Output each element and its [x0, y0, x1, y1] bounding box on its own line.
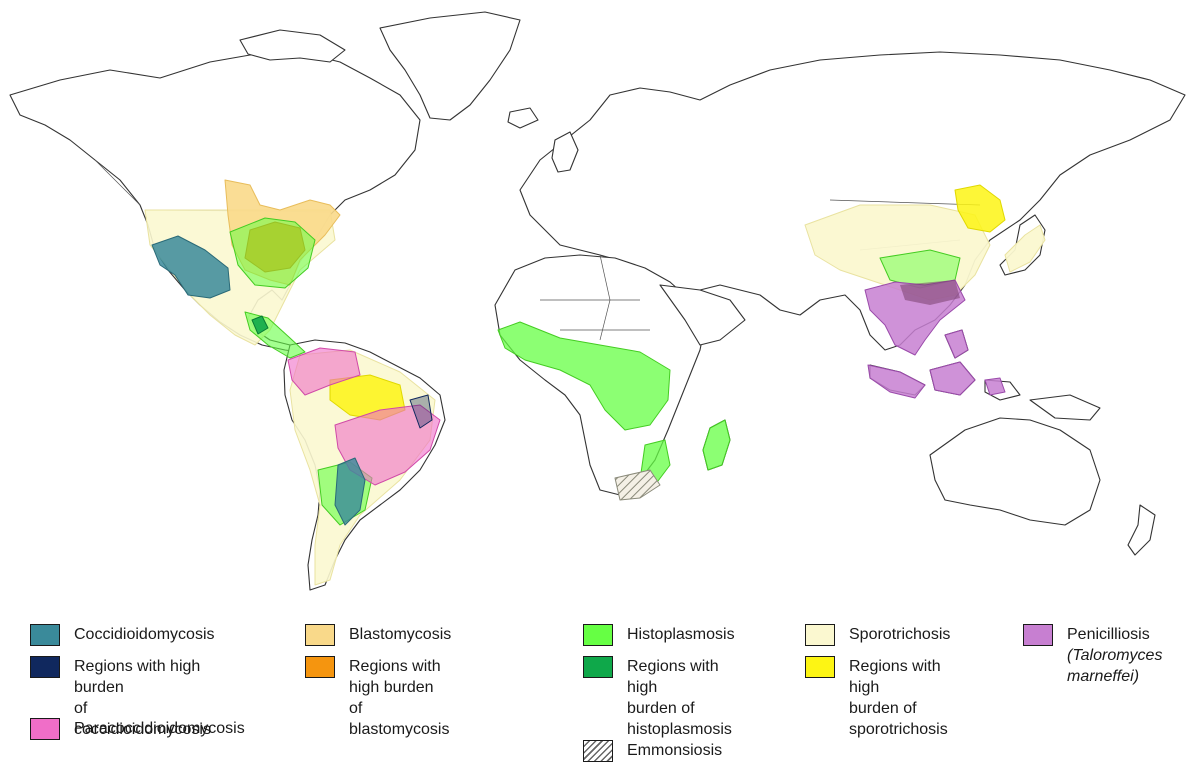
legend-item-emmonsiosis: Emmonsiosis [583, 740, 722, 762]
emmonsiosis-swatch [583, 740, 613, 762]
blastomycosis-high-swatch [305, 656, 335, 678]
arabia [659, 284, 746, 346]
coccidioidomycosis-high-swatch [30, 656, 60, 678]
legend-label: Regions with high burden of histoplasmos… [627, 658, 732, 738]
legend-label: Regions with high burden of coccidioidom… [74, 658, 211, 738]
coccidioidomycosis-north-america [151, 235, 231, 299]
legend: Coccidioidomycosis Regions with high bur… [0, 610, 1195, 769]
histoplasmosis-africa [497, 321, 671, 431]
sporotrichosis-high-northeast-china [954, 184, 1006, 233]
histoplasmosis-high-swatch [583, 656, 613, 678]
sporotrichosis-japan [1004, 224, 1046, 273]
legend-label: Histoplasmosis [627, 626, 735, 643]
legend-label: Coccidioidomycosis [74, 626, 215, 643]
emmonsiosis-south-africa [614, 469, 661, 501]
endemic-zones [144, 179, 1046, 586]
paracoccidioidomycosis-south-america [287, 347, 441, 486]
legend-item-paracoccidioidomycosis: Paracoccidioidomycosis [30, 718, 245, 740]
legend-item-sporotrichosis-high: Regions with high burden of sporotrichos… [805, 656, 948, 740]
histoplasmosis-swatch [583, 624, 613, 646]
coccidioidomycosis-swatch [30, 624, 60, 646]
legend-label: Sporotrichosis [849, 626, 951, 643]
legend-label: Regions with high burden of blastomycosi… [349, 658, 450, 738]
world-map [9, 11, 1186, 591]
iceland [507, 107, 539, 129]
new-guinea [1029, 394, 1101, 421]
blastomycosis-swatch [305, 624, 335, 646]
legend-label: Blastomycosis [349, 626, 452, 643]
legend-item-histoplasmosis-high: Regions with high burden of histoplasmos… [583, 656, 732, 740]
paracoccidioidomycosis-swatch [30, 718, 60, 740]
penicilliosis-swatch [1023, 624, 1053, 646]
legend-label: Penicilliosis (Taloromyces marneffei) [1067, 626, 1163, 685]
legend-item-sporotrichosis: Sporotrichosis [805, 624, 950, 646]
coccidioidomycosis-high-burden [409, 394, 433, 429]
legend-item-blastomycosis: Blastomycosis [305, 624, 451, 646]
greenland [379, 11, 521, 121]
legend-item-histoplasmosis: Histoplasmosis [583, 624, 735, 646]
legend-item-coccidioidomycosis: Coccidioidomycosis [30, 624, 215, 646]
histoplasmosis-north-america [229, 217, 316, 289]
legend-item-coccidioidomycosis-high: Regions with high burden of coccidioidom… [30, 656, 211, 740]
arctic-islands [239, 29, 346, 63]
legend-label: Emmonsiosis [627, 742, 723, 759]
british-isles [551, 131, 579, 173]
histoplasmosis-high-burden [251, 315, 269, 335]
coccidioidomycosis-south-america [334, 457, 366, 526]
legend-label: Paracoccidioidomycosis [74, 720, 245, 737]
legend-item-blastomycosis-high: Regions with high burden of blastomycosi… [305, 656, 449, 740]
australia [929, 417, 1101, 526]
legend-label: Regions with high burden of sporotrichos… [849, 658, 948, 738]
sporotrichosis-swatch [805, 624, 835, 646]
legend-item-penicilliosis: Penicilliosis (Taloromyces marneffei) [1023, 624, 1162, 687]
new-zealand [1127, 504, 1156, 556]
penicilliosis-indonesia [867, 329, 1006, 399]
landmasses [9, 11, 1186, 591]
histoplasmosis-madagascar [702, 419, 731, 471]
penicilliosis-high-overlap [900, 280, 960, 305]
sporotrichosis-high-swatch [805, 656, 835, 678]
